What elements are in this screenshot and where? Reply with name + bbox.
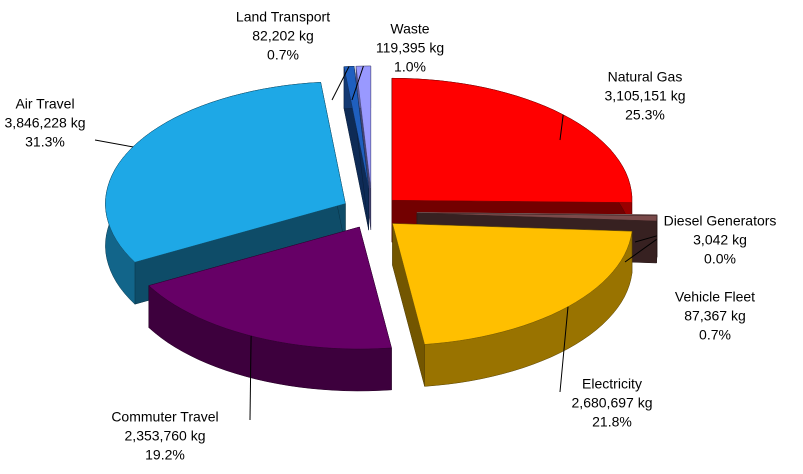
slice-top (416, 212, 658, 222)
slice-label: Diesel Generators (664, 213, 777, 229)
slice-label: Commuter Travel (111, 409, 218, 425)
slice-value-label: 82,202 kg (252, 28, 314, 44)
slice-percent-label: 19.2% (145, 447, 185, 463)
slice-top (391, 77, 633, 203)
slice-value-label: 3,846,228 kg (5, 115, 86, 131)
leader-line (94, 139, 133, 148)
slice-label: Electricity (582, 376, 642, 392)
slice-percent-label: 0.7% (267, 47, 299, 63)
slice-value-label: 2,353,760 kg (125, 428, 206, 444)
slice-percent-label: 0.0% (704, 251, 736, 267)
leader-line (559, 114, 564, 141)
slice-value-label: 2,680,697 kg (572, 395, 653, 411)
slice-label: Waste (390, 21, 429, 37)
slice-percent-label: 31.3% (25, 134, 65, 150)
slice-percent-label: 0.7% (699, 327, 731, 343)
slice-top (416, 212, 658, 216)
slice-label: Natural Gas (608, 69, 683, 85)
leader-line (559, 306, 569, 393)
leader-line (351, 65, 364, 101)
slice-percent-label: 1.0% (394, 59, 426, 75)
slice-value-label: 3,105,151 kg (605, 88, 686, 104)
slice-value-label: 3,042 kg (693, 232, 747, 248)
leader-line (249, 335, 252, 421)
slice-label: Land Transport (236, 9, 330, 25)
leader-line (331, 66, 350, 101)
leader-line (624, 238, 657, 263)
slice-value-label: 87,367 kg (684, 308, 746, 324)
slice-top (148, 226, 392, 350)
slice-percent-label: 21.8% (592, 414, 632, 430)
leader-line (634, 235, 658, 243)
slice-label: Vehicle Fleet (675, 289, 755, 305)
slice-value-label: 119,395 kg (376, 40, 444, 56)
slice-percent-label: 25.3% (625, 107, 665, 123)
slice-label: Air Travel (15, 96, 74, 112)
